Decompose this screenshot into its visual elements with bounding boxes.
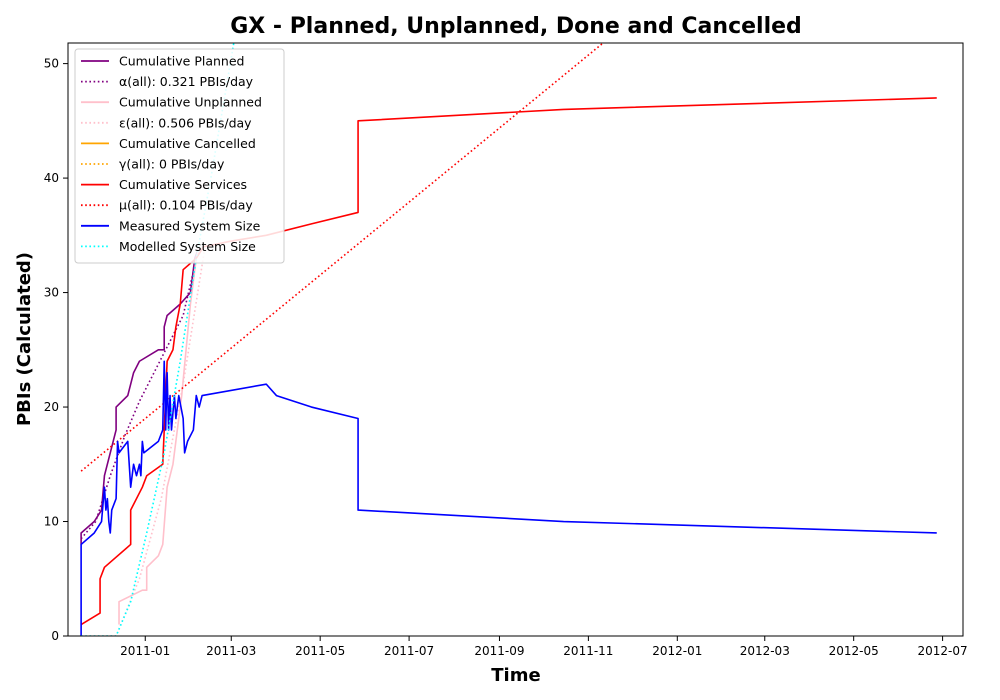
- x-tick-label: 2011-03: [206, 644, 256, 658]
- y-tick-label: 50: [44, 57, 59, 71]
- y-tick-label: 0: [51, 629, 59, 643]
- legend-label: ε(all): 0.506 PBIs/day: [119, 115, 252, 130]
- x-tick-label: 2012-03: [740, 644, 790, 658]
- legend-label: Modelled System Size: [119, 239, 256, 254]
- y-tick-label: 30: [44, 286, 59, 300]
- x-tick-label: 2012-07: [918, 644, 968, 658]
- legend-label: Measured System Size: [119, 218, 261, 233]
- legend-label: μ(all): 0.104 PBIs/day: [119, 198, 253, 213]
- legend-item-cumulative-unplanned: Cumulative Unplanned: [81, 95, 262, 110]
- y-tick-label: 10: [44, 515, 59, 529]
- legend-item-modelled-system-size: Modelled System Size: [81, 239, 256, 254]
- series-line-all-0-321-pbis-day: [80, 246, 200, 540]
- series-layer: [80, 43, 937, 636]
- legend-item-cumulative-planned: Cumulative Planned: [81, 54, 244, 69]
- legend-item-measured-system-size: Measured System Size: [81, 218, 261, 233]
- legend-box: [74, 48, 285, 264]
- plot-frame: [67, 42, 964, 637]
- x-tick-label: 2011-11: [563, 644, 613, 658]
- legend-item-all-0-104-pbis-day: μ(all): 0.104 PBIs/day: [81, 198, 253, 213]
- series-line-all-0-506-pbis-day: [81, 246, 206, 636]
- legend-label: γ(all): 0 PBIs/day: [119, 157, 225, 172]
- series-line-modelled-system-size: [81, 43, 235, 636]
- legend-item-cumulative-cancelled: Cumulative Cancelled: [81, 136, 256, 151]
- x-tick-label: 2012-05: [829, 644, 879, 658]
- x-axis-label: Time: [491, 665, 540, 686]
- x-tick-label: 2011-09: [474, 644, 524, 658]
- y-tick-label: 40: [44, 171, 59, 185]
- chart-title: GX - Planned, Unplanned, Done and Cancel…: [230, 14, 802, 39]
- series-line-cumulative-services: [80, 97, 937, 626]
- axes-layer: 2011-01 2011-03 2011-05 2011-07 2011-09 2011-…: [44, 42, 968, 658]
- legend-item-all-0-pbis-day: γ(all): 0 PBIs/day: [81, 157, 225, 172]
- legend-item-cumulative-services: Cumulative Services: [81, 177, 247, 192]
- x-tick-label: 2011-05: [295, 644, 345, 658]
- legend-label: Cumulative Unplanned: [119, 95, 262, 110]
- legend: Cumulative Planned α(all): 0.321 PBIs/day…: [74, 48, 285, 264]
- legend-label: Cumulative Planned: [119, 54, 244, 69]
- y-axis-label: PBIs (Calculated): [14, 252, 35, 426]
- legend-label: Cumulative Cancelled: [119, 136, 256, 151]
- legend-item-all-0-321-pbis-day: α(all): 0.321 PBIs/day: [81, 74, 254, 89]
- legend-label: Cumulative Services: [119, 177, 247, 192]
- y-tick-label: 20: [44, 400, 59, 414]
- x-tick-label: 2012-01: [652, 644, 702, 658]
- legend-item-all-0-506-pbis-day: ε(all): 0.506 PBIs/day: [81, 115, 252, 130]
- legend-label: α(all): 0.321 PBIs/day: [119, 74, 254, 89]
- x-tick-label: 2011-01: [120, 644, 170, 658]
- series-line-measured-system-size: [80, 360, 937, 636]
- x-tick-label: 2011-07: [384, 644, 434, 658]
- series-line-cumulative-unplanned: [118, 246, 200, 625]
